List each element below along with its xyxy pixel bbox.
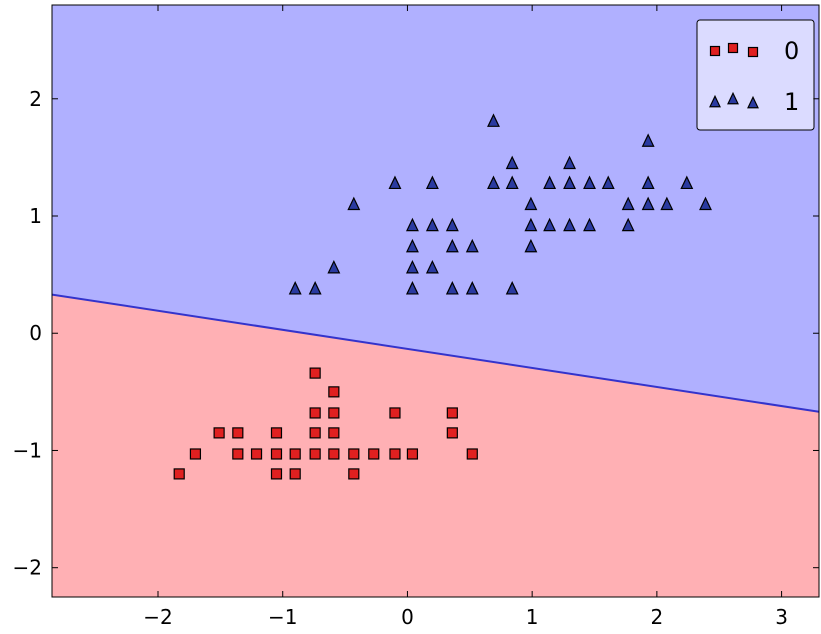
point-class-1 bbox=[405, 281, 419, 295]
x-tick-label: 3 bbox=[775, 605, 788, 629]
point-class-1 bbox=[601, 175, 615, 190]
decision-boundary bbox=[52, 293, 819, 413]
point-class-0 bbox=[309, 367, 321, 379]
point-class-0 bbox=[348, 448, 360, 460]
point-class-1 bbox=[445, 238, 459, 253]
point-class-1 bbox=[680, 175, 694, 190]
point-class-0 bbox=[250, 448, 263, 460]
legend-box bbox=[696, 19, 815, 131]
point-class-1 bbox=[425, 175, 439, 190]
point-class-1 bbox=[641, 196, 655, 211]
legend-marker-0 bbox=[727, 42, 739, 54]
point-class-1 bbox=[583, 175, 596, 190]
point-class-0 bbox=[328, 407, 340, 419]
point-class-1 bbox=[347, 196, 361, 211]
y-tick-label: 1 bbox=[29, 204, 42, 228]
point-class-0 bbox=[232, 448, 244, 460]
point-class-0 bbox=[309, 448, 321, 460]
point-class-0 bbox=[189, 448, 202, 460]
point-class-1 bbox=[425, 259, 439, 274]
point-class-1 bbox=[524, 196, 538, 211]
point-class-1 bbox=[487, 175, 500, 190]
point-class-0 bbox=[289, 448, 301, 460]
point-class-1 bbox=[621, 196, 635, 211]
region-class-0 bbox=[52, 294, 819, 597]
point-class-1 bbox=[505, 175, 519, 190]
y-tick-label: 2 bbox=[29, 87, 42, 111]
point-class-1 bbox=[524, 217, 538, 232]
point-class-1 bbox=[563, 217, 577, 232]
point-class-0 bbox=[173, 468, 185, 480]
point-class-0 bbox=[389, 407, 401, 419]
y-tick-label: −1 bbox=[13, 438, 42, 462]
point-class-1 bbox=[621, 217, 635, 232]
point-class-1 bbox=[487, 113, 500, 127]
plot-frame bbox=[51, 4, 820, 598]
point-class-0 bbox=[289, 468, 301, 480]
point-class-1 bbox=[543, 175, 557, 190]
point-class-1 bbox=[388, 175, 402, 190]
x-tick-label: −1 bbox=[268, 605, 297, 629]
x-tick-label: 0 bbox=[401, 605, 414, 629]
point-class-1 bbox=[583, 217, 596, 232]
decision-boundary-line bbox=[52, 293, 819, 413]
point-class-1 bbox=[563, 175, 577, 190]
legend-marker-0 bbox=[747, 46, 759, 58]
point-class-0 bbox=[309, 427, 321, 439]
point-class-1 bbox=[505, 155, 519, 170]
point-class-0 bbox=[348, 468, 360, 480]
point-class-1 bbox=[405, 238, 419, 253]
data-points bbox=[173, 113, 712, 480]
point-class-1 bbox=[699, 196, 712, 211]
point-class-1 bbox=[641, 175, 655, 190]
point-class-1 bbox=[327, 259, 341, 274]
point-class-0 bbox=[406, 448, 419, 460]
point-class-0 bbox=[270, 448, 283, 460]
point-class-0 bbox=[446, 407, 458, 419]
point-class-1 bbox=[641, 133, 655, 147]
decision-regions bbox=[52, 5, 819, 597]
point-class-1 bbox=[445, 217, 459, 232]
point-class-1 bbox=[425, 217, 439, 232]
legend-label-0: 0 bbox=[784, 37, 799, 65]
y-tick-label: 0 bbox=[29, 321, 42, 345]
x-tick-label: 1 bbox=[526, 605, 539, 629]
point-class-1 bbox=[308, 281, 322, 295]
point-class-0 bbox=[466, 448, 478, 460]
point-class-0 bbox=[270, 427, 283, 439]
point-class-1 bbox=[465, 281, 479, 295]
point-class-1 bbox=[405, 217, 419, 232]
legend-marker-1 bbox=[727, 91, 739, 105]
point-class-1 bbox=[543, 217, 557, 232]
legend-marker-0 bbox=[709, 45, 721, 57]
y-tick-label: −2 bbox=[13, 556, 42, 580]
legend-marker-1 bbox=[709, 94, 721, 108]
point-class-1 bbox=[505, 281, 519, 295]
legend-label-1: 1 bbox=[784, 88, 799, 116]
point-class-0 bbox=[213, 427, 225, 439]
point-class-1 bbox=[445, 281, 459, 295]
legend: 01 bbox=[696, 19, 815, 131]
point-class-0 bbox=[328, 386, 340, 398]
point-class-0 bbox=[309, 407, 321, 419]
point-class-1 bbox=[288, 281, 302, 295]
x-tick-label: 2 bbox=[651, 605, 664, 629]
region-class-1 bbox=[52, 5, 819, 412]
point-class-0 bbox=[232, 427, 244, 439]
x-tick-label: −2 bbox=[143, 605, 172, 629]
point-class-0 bbox=[328, 448, 340, 460]
point-class-1 bbox=[405, 259, 419, 274]
legend-marker-1 bbox=[747, 95, 759, 109]
point-class-0 bbox=[328, 427, 340, 439]
point-class-0 bbox=[446, 427, 458, 439]
point-class-1 bbox=[563, 155, 577, 170]
point-class-1 bbox=[660, 196, 674, 211]
point-class-1 bbox=[524, 238, 538, 253]
point-class-0 bbox=[389, 448, 401, 460]
point-class-1 bbox=[465, 238, 479, 253]
point-class-0 bbox=[270, 468, 283, 480]
point-class-0 bbox=[368, 448, 380, 460]
